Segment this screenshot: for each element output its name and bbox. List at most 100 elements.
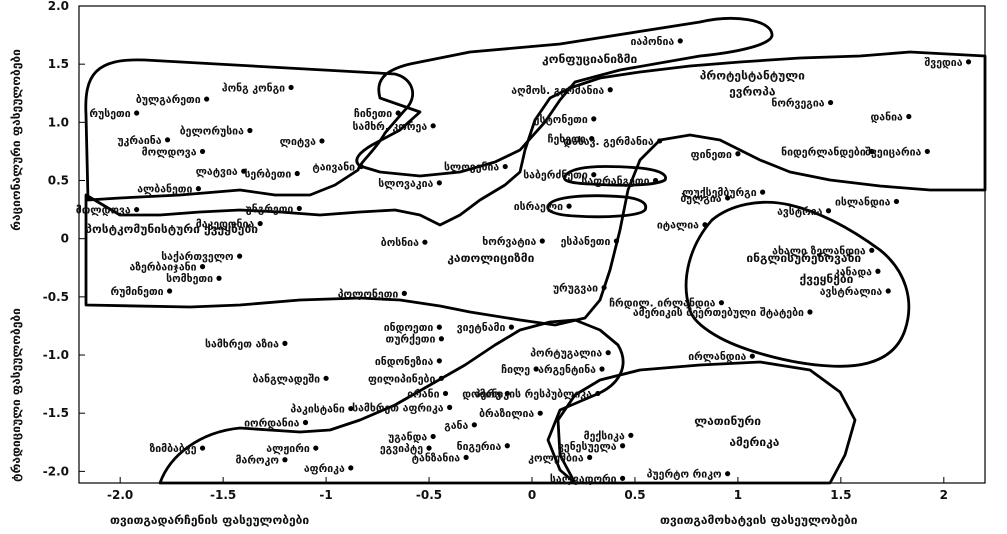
y-tick-label: -1.0 [43,348,69,362]
data-point [216,275,222,281]
data-point [807,309,813,315]
data-point [677,38,683,44]
data-point [195,186,202,192]
country-label: ალბანეთი [137,184,192,196]
data-point [463,454,469,461]
outline-confucian [355,17,774,178]
country-label: უკრაინა [117,135,161,147]
x-tick-labels: -2.0 -1.5 -1 -0.5 0 0.5 1 1.5 2 [107,477,948,502]
country-label: ავსტრალია [820,286,883,298]
data-point [323,375,329,381]
x-tick-label: -2.0 [107,488,133,502]
country-label: ზიმბაბვე [149,443,196,455]
country-label: ტანზანია [412,452,461,464]
country-label: მაკედონია [196,219,255,231]
data-point [247,127,253,134]
data-point [199,445,206,451]
data-point [436,180,442,186]
data-point [401,290,407,296]
zone-label: ქვეყნები [799,272,853,286]
data-point [504,443,510,449]
country-label: შვედია [924,57,962,69]
data-point [875,268,881,274]
zone-label: კათოლიციზმი [447,251,534,265]
data-point [595,390,601,397]
data-point [869,247,875,253]
country-label: აფრიკა [304,463,345,475]
data-point [282,340,288,346]
country-label: ბანგლადეში [252,373,320,385]
country-label: საბერძნეთი [523,170,588,182]
country-label: არგენტინა [538,364,596,376]
country-label: ირლანდია [688,351,746,363]
country-label: სომხეთი [166,273,213,285]
data-point [718,300,725,306]
country-label: ბელორუსია [180,125,244,137]
country-label: აზერბაიჯანი [129,262,196,274]
zone-label: ლათინური [694,414,761,428]
data-point [508,324,515,330]
y-axis-label-top: რაციონალური ფასეულობები [9,49,23,231]
data-point [533,366,539,372]
data-point [436,324,442,330]
country-label: რუმინეთი [110,286,163,298]
country-label: შვეიცარია [865,146,921,158]
data-point [199,148,206,155]
outline-latin-america [556,360,857,485]
data-point [652,177,659,184]
country-label: დომინიკის რესპუბლიკა [462,388,592,400]
zone-label: პროტესტანტული [700,68,805,82]
x-tick-label: 0 [528,488,536,502]
data-point [537,410,543,416]
country-label: ინდოეთი [384,322,434,334]
data-point [436,358,442,364]
y-tick-labels: 2.0 1.5 1.0 0.5 0 -0.5 -1.0 -1.5 -2.0 [43,0,85,478]
country-label: ავსტრია [777,206,823,218]
country-label: ლატვია [196,166,238,178]
country-label: პოლონეთი [338,288,399,300]
x-tick-label: 2 [940,488,948,502]
country-label: ჩეხეთი [548,134,586,146]
country-label: რუსეთი [89,108,130,120]
country-label: ფინეთი [691,149,732,161]
country-label: კანადა [834,266,872,278]
data-point [237,253,243,259]
outline-israel [546,194,648,219]
data-point [760,189,766,195]
country-label: ეგვიპტე [380,443,423,455]
country-label: ირანი [407,388,439,400]
data-point [725,195,731,201]
zone-label: პოსტკომუნისტური ქვეყნები [85,222,258,236]
country-label: ნიგერია [457,441,502,453]
country-label: იტალია [657,220,699,232]
y-tick-label: -2.0 [43,464,69,478]
country-label: ესპანეთი [561,236,611,248]
data-point [422,239,428,245]
culture-zone-outlines [84,17,987,485]
zone-label: ინგლისურენოვანი [746,251,861,265]
data-point [348,405,354,412]
x-axis-label-left: თვითგადარჩენის ფასეულობები [110,513,309,527]
zone-label: ამერიკა [729,435,779,449]
country-label: ისლანდია [835,196,891,208]
y-tick-label: -1.5 [43,406,69,420]
data-point [313,445,319,451]
data-point [302,419,309,426]
data-point [296,205,302,212]
data-point [257,220,263,227]
y-tick-label: 0 [61,232,69,246]
outline-south-asia [158,318,625,485]
x-tick-label: -1.5 [210,488,236,502]
country-label: თურქეთი [386,334,436,346]
data-point [589,136,595,142]
country-label: სერბეთი [244,169,291,181]
data-point [607,87,613,93]
data-point [204,96,210,102]
country-label: ესტონეთი [534,114,588,126]
data-point [134,110,140,116]
country-label: ბრაზილია [479,408,534,420]
data-point [620,475,626,481]
data-point [601,284,607,291]
country-label: ურუგვაი [553,283,598,295]
data-point [885,288,891,294]
